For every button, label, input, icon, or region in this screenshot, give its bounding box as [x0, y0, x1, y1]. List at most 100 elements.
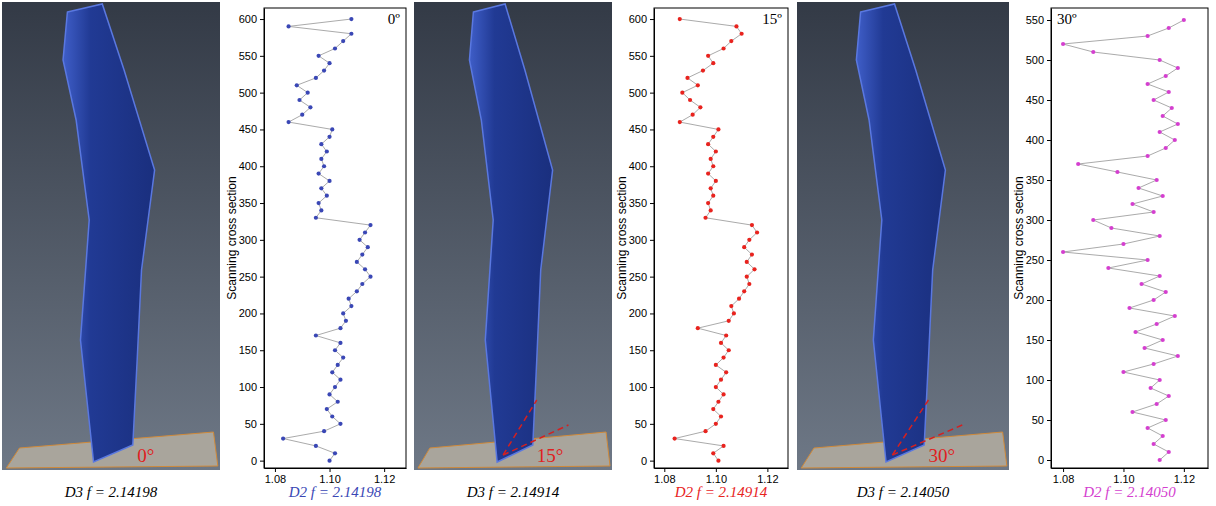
data-point — [732, 311, 736, 315]
tick-mark — [260, 19, 264, 20]
data-point — [1173, 138, 1177, 142]
data-point — [1133, 330, 1137, 334]
angle-label: 30° — [928, 445, 955, 466]
tick-label: 350 — [239, 197, 257, 209]
tick-mark — [1047, 60, 1051, 61]
tick-mark — [330, 468, 331, 472]
data-point — [721, 46, 725, 50]
data-point — [1164, 418, 1168, 422]
data-point — [742, 245, 746, 249]
tick: 250 — [1026, 254, 1051, 266]
annotation-patch — [386, 10, 403, 28]
data-point — [368, 275, 372, 279]
y-axis-title: Scanning cross section — [615, 176, 629, 299]
data-point — [1158, 234, 1162, 238]
data-point — [711, 135, 715, 139]
tick-mark — [650, 19, 654, 20]
tick: 300 — [629, 234, 654, 246]
data-point — [742, 289, 746, 293]
data-point — [716, 459, 720, 463]
data-point — [344, 319, 348, 323]
data-point — [714, 422, 718, 426]
annotation: 30º — [1055, 10, 1079, 28]
data-point — [1121, 242, 1125, 246]
data-point — [714, 149, 718, 153]
tick-label: 50 — [1032, 414, 1044, 426]
data-point — [327, 459, 331, 463]
chart-caption: D2 f = 2.14050 — [1082, 484, 1176, 500]
data-point — [701, 68, 705, 72]
data-point — [355, 260, 359, 264]
tick: 0 — [641, 455, 654, 467]
tick-mark — [260, 350, 264, 351]
data-point — [1158, 274, 1162, 278]
rendering-rock — [469, 4, 552, 462]
y-axis: 050100150200250300350400450500550 — [1026, 9, 1052, 469]
tick-label: 100 — [629, 381, 647, 393]
data-point — [678, 120, 682, 124]
data-point — [314, 76, 318, 80]
tick: 1.10 — [706, 468, 727, 485]
tick: 100 — [629, 381, 654, 393]
tick-label: 550 — [629, 50, 647, 62]
tick-label: 1.10 — [706, 473, 727, 485]
tick-label: 150 — [629, 344, 647, 356]
tick: 350 — [239, 197, 264, 209]
data-point — [1109, 226, 1113, 230]
data-point — [349, 304, 353, 308]
tick-label: 200 — [1026, 294, 1044, 306]
data-point — [314, 333, 318, 337]
tick-mark — [716, 468, 717, 472]
tick: 250 — [629, 271, 654, 283]
data-point — [297, 98, 301, 102]
tick-label: 550 — [239, 50, 257, 62]
tick: 1.12 — [374, 468, 395, 485]
data-point — [295, 83, 299, 87]
data-point — [1152, 442, 1156, 446]
data-point — [338, 422, 342, 426]
tick: 200 — [629, 307, 654, 319]
data-point — [327, 179, 331, 183]
axis-line — [265, 468, 407, 469]
data-point — [719, 341, 723, 345]
tick-mark — [1047, 100, 1051, 101]
data-point — [319, 157, 323, 161]
tick-label: 1.12 — [757, 473, 778, 485]
data-point — [750, 252, 754, 256]
annotation-patch — [760, 10, 784, 28]
data-point — [1076, 162, 1080, 166]
data-point — [727, 348, 731, 352]
tick-label: 100 — [239, 381, 257, 393]
data-point — [714, 179, 718, 183]
tick-mark — [650, 240, 654, 241]
data-point — [1176, 122, 1180, 126]
tick: 1.08 — [1053, 468, 1074, 485]
tick: 450 — [629, 123, 654, 135]
data-point — [281, 436, 285, 440]
data-point — [322, 164, 326, 168]
tick: 50 — [245, 418, 264, 430]
data-point — [1176, 66, 1180, 70]
data-point — [308, 105, 312, 109]
data-point — [1115, 170, 1119, 174]
data-point — [696, 326, 700, 330]
data-point — [714, 385, 718, 389]
tick: 350 — [1026, 174, 1051, 186]
tick: 50 — [1032, 414, 1051, 426]
tick: 100 — [1026, 374, 1051, 386]
data-point — [680, 91, 684, 95]
tick-mark — [1063, 468, 1064, 472]
data-point — [333, 451, 337, 455]
tick-mark — [260, 240, 264, 241]
data-point — [1146, 258, 1150, 262]
tick: 600 — [629, 13, 654, 25]
data-point — [338, 326, 342, 330]
data-point — [1130, 202, 1134, 206]
data-point — [338, 378, 342, 382]
data-point — [341, 311, 345, 315]
annotation-text: 0º — [388, 11, 401, 27]
tick-mark — [650, 129, 654, 130]
data-point — [711, 164, 715, 168]
data-point — [360, 252, 364, 256]
tick-label: 300 — [239, 234, 257, 246]
